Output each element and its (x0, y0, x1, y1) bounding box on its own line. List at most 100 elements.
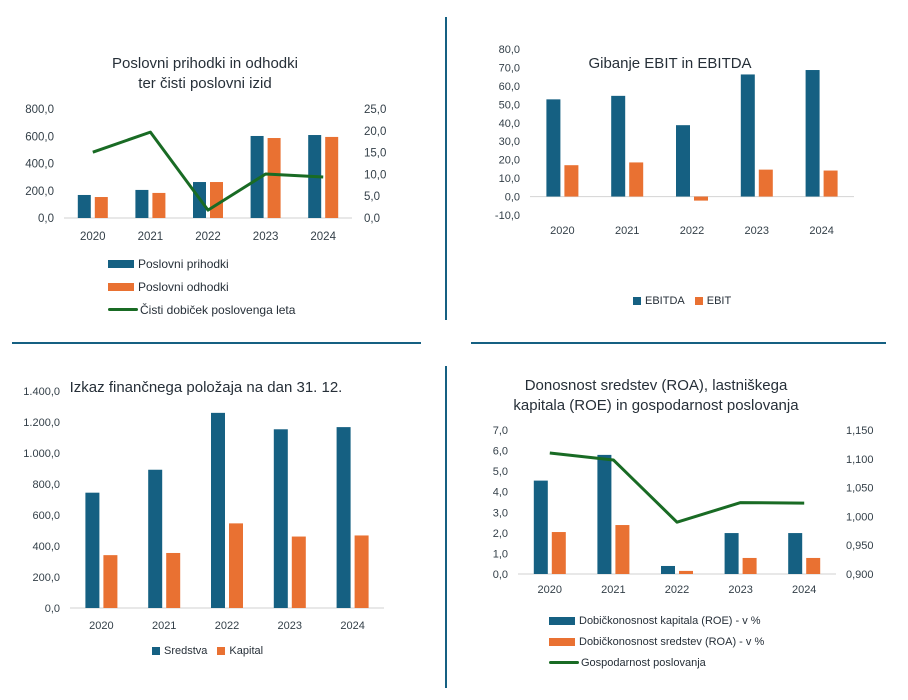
y-tick-label-left: 2,0 (493, 528, 508, 540)
chart-title-line: Gibanje EBIT in EBITDA (588, 55, 752, 72)
bar-dobi-konosnost-kapitala-roe-v- (788, 533, 803, 574)
bar-poslovni-odhodki (267, 138, 281, 218)
bar-poslovni-odhodki (325, 136, 339, 218)
y-tick-label-left: 0,0 (45, 603, 60, 615)
bar-sredstva (273, 429, 288, 608)
y-tick-label-left: 600,0 (25, 131, 54, 143)
x-tick-label: 2024 (792, 584, 816, 596)
bar-ebitda (740, 74, 755, 197)
bar-poslovni-prihodki (250, 135, 264, 218)
y-tick-label-left: 40,0 (499, 118, 520, 130)
legend-item: Dobičkonosnost sredstev (ROA) - v % (549, 631, 764, 652)
y-tick-label-left: 70,0 (499, 62, 520, 74)
x-tick-label: 2021 (152, 620, 176, 632)
legend-swatch (694, 297, 703, 305)
legend-item: Dobičkonosnost kapitala (ROE) - v % (549, 610, 764, 631)
chart-title: Gibanje EBIT in EBITDA (450, 54, 890, 74)
y-tick-label-right: 0,950 (846, 540, 874, 552)
y-tick-label-left: 3,0 (493, 507, 508, 519)
legend-item: Gospodarnost poslovanja (549, 652, 764, 673)
legend-label: Gospodarnost poslovanja (581, 656, 706, 669)
legend-item: Poslovni prihodki (108, 252, 295, 275)
y-tick-label-left: 0,0 (493, 569, 508, 581)
legend-item: Sredstva (152, 645, 207, 657)
legend-label: Dobičkonosnost sredstev (ROA) - v % (579, 635, 765, 648)
legend-swatch (549, 616, 575, 625)
bar-dobi-konosnost-sredstev-roa-v- (679, 570, 693, 574)
bar-poslovni-odhodki (210, 182, 223, 218)
bar-ebitda (546, 99, 561, 197)
legend-item: Kapital (217, 645, 263, 657)
y-tick-label-right: 20,0 (364, 126, 386, 138)
y-tick-label-left: 800,0 (25, 104, 54, 116)
chart-plot: 0,0 200,0 400,0 600,0 800,0 0,0 5,0 10,0 15,0 20,… (25, 104, 386, 243)
bar-dobi-konosnost-kapitala-roe-v- (533, 480, 548, 574)
y-tick-label-right: 10,0 (364, 169, 386, 181)
y-tick-label-left: 200,0 (25, 186, 54, 198)
legend-label: Poslovni prihodki (138, 256, 229, 271)
y-tick-label-left: 60,0 (499, 81, 520, 93)
x-tick-label: 2021 (138, 231, 164, 243)
bar-kapital (354, 535, 369, 608)
chart-ebit: Gibanje EBIT in EBITDA -10,0 0,0 10,0 20,0 3… (450, 0, 890, 340)
legend-label: Dobičkonosnost kapitala (ROE) - v % (579, 614, 761, 627)
x-tick-label: 2022 (665, 584, 689, 596)
horizontal-divider-left (12, 342, 421, 344)
y-tick-label-left: 6,0 (493, 446, 508, 458)
y-tick-label-left: 1.400,0 (23, 386, 60, 398)
x-tick-label: 2022 (680, 225, 704, 237)
chart-title: Donosnost sredstev (ROA), lastniškega ka… (450, 376, 862, 416)
vertical-divider-bottom (445, 366, 447, 688)
bar-kapital (166, 552, 181, 608)
bar-dobi-konosnost-sredstev-roa-v- (615, 525, 630, 574)
legend-swatch (108, 282, 134, 291)
bar-poslovni-odhodki (152, 192, 166, 218)
bar-dobi-konosnost-kapitala-roe-v- (661, 565, 675, 574)
chart-plot: 0,0 200,0 400,0 600,0 800,0 1.000,0 1.200,0 1.4… (23, 386, 384, 632)
chart-title-line: Izkaz finančnega položaja na dan 31. 12. (69, 379, 343, 396)
vertical-divider-top (445, 17, 447, 320)
legend-swatch (633, 297, 641, 305)
x-tick-label: 2020 (80, 231, 106, 243)
y-tick-label-left: 0,0 (505, 192, 520, 204)
legend-swatch (108, 259, 134, 268)
chart-legend: Poslovni prihodki Poslovni odhodki Čisti… (108, 252, 295, 321)
legend-swatch (217, 647, 226, 655)
bar-kapital (229, 523, 243, 608)
y-tick-label-right: 1,000 (846, 511, 874, 523)
y-tick-label-left: 0,0 (38, 213, 54, 225)
bar-kapital (103, 555, 118, 608)
y-tick-label-right: 0,0 (364, 213, 380, 225)
bar-poslovni-prihodki (135, 189, 149, 218)
y-tick-label-left: 400,0 (32, 541, 60, 553)
chart-title-line: Poslovni prihodki in odhodki (112, 55, 298, 72)
y-tick-label-right: 15,0 (364, 148, 386, 160)
x-tick-label: 2024 (809, 225, 833, 237)
chart-plot: 0,0 1,0 2,0 3,0 4,0 5,0 6,0 7,0 0,900 0,950 1,000 1… (493, 425, 874, 596)
chart-revenues: Poslovni prihodki in odhodki ter čisti p… (0, 0, 440, 340)
legend-label: Sredstva (164, 645, 208, 657)
x-tick-label: 2020 (89, 620, 113, 632)
chart-legend: EBITDA EBIT (633, 295, 731, 307)
bar-ebitda (805, 70, 820, 197)
bar-sredstva (211, 412, 225, 608)
x-tick-label: 2020 (550, 225, 574, 237)
y-tick-label-left: 5,0 (493, 466, 508, 478)
bar-ebitda (611, 95, 626, 197)
y-tick-label-left: 20,0 (499, 155, 520, 167)
chart-legend: Dobičkonosnost kapitala (ROE) - v % Dobi… (549, 610, 764, 673)
y-tick-label-left: 7,0 (493, 425, 508, 437)
x-tick-label: 2020 (538, 584, 562, 596)
y-tick-label-left: 1.200,0 (23, 417, 60, 429)
bar-ebit (758, 169, 773, 197)
x-tick-label: 2021 (615, 225, 639, 237)
legend-swatch (549, 661, 579, 664)
x-tick-label: 2022 (195, 231, 221, 243)
bar-ebitda (676, 125, 690, 197)
y-tick-label-right: 25,0 (364, 104, 386, 116)
y-tick-label-left: 30,0 (499, 136, 520, 148)
horizontal-divider-right (471, 342, 886, 344)
y-tick-label-left: 1.000,0 (23, 448, 60, 460)
bar-dobi-konosnost-sredstev-roa-v- (551, 532, 566, 574)
chart-balance: Izkaz finančnega položaja na dan 31. 12.… (0, 350, 440, 700)
